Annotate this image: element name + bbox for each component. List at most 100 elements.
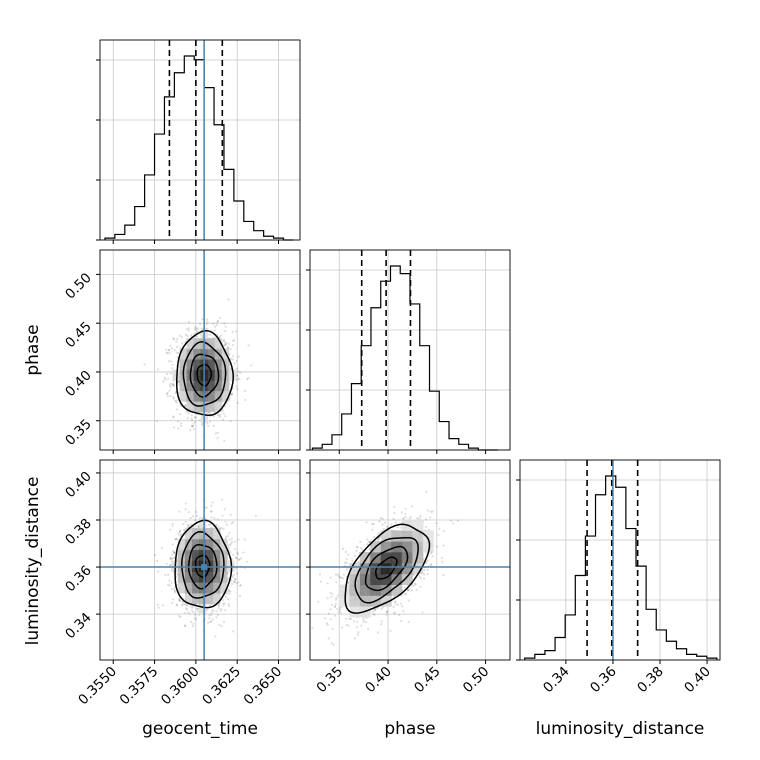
density-cell — [220, 582, 228, 594]
sample-point — [187, 329, 190, 332]
density-cell — [207, 348, 216, 360]
sample-point — [404, 516, 408, 519]
scatter-frame-phase-luminosity_distance — [309, 459, 511, 661]
sample-point — [217, 607, 220, 610]
sample-point — [171, 543, 174, 546]
sample-point — [380, 607, 384, 610]
contour-2 — [354, 536, 419, 604]
density-cell — [391, 562, 403, 575]
sample-point — [212, 610, 215, 613]
sample-point — [227, 577, 230, 580]
sample-point — [356, 546, 359, 549]
x-tick-label: 0.3600 — [158, 664, 203, 709]
sample-point — [210, 516, 213, 519]
sample-point — [236, 377, 240, 380]
sample-point — [181, 600, 184, 603]
density-cell — [184, 528, 193, 540]
sample-point — [371, 610, 375, 613]
sample-point — [412, 573, 416, 577]
sample-point — [332, 643, 335, 646]
sample-point — [232, 553, 235, 556]
sample-point — [184, 404, 187, 407]
sample-point — [216, 613, 220, 617]
sample-point — [171, 522, 174, 525]
sample-point — [427, 528, 430, 531]
sample-point — [244, 398, 247, 401]
histogram-panel-geocent_time — [96, 39, 301, 244]
sample-point — [176, 352, 180, 355]
sample-point — [402, 610, 405, 613]
sample-point — [182, 528, 185, 531]
sample-point — [210, 611, 213, 614]
sample-point — [228, 396, 231, 399]
sample-point — [207, 523, 211, 526]
sample-point — [214, 635, 217, 638]
sample-point — [196, 607, 199, 610]
sample-point — [184, 508, 187, 511]
sample-point — [318, 573, 322, 576]
panels: 0.34 0.36 0.38 0.400.350.400.450.500.35500.… — [62, 39, 721, 709]
sample-point — [218, 623, 221, 626]
sample-point — [191, 419, 194, 422]
sample-point — [362, 620, 365, 623]
sample-point — [234, 577, 237, 580]
sample-point — [168, 584, 171, 587]
sample-point — [165, 372, 169, 376]
sample-point — [236, 401, 239, 404]
density-cell — [186, 338, 195, 350]
density-cell — [207, 401, 216, 413]
panel-content — [143, 250, 253, 450]
sample-point — [236, 388, 239, 391]
sample-point — [233, 540, 237, 543]
sample-point — [228, 544, 232, 547]
y-tick-label: 0.40 — [62, 468, 95, 501]
sample-point — [400, 511, 403, 514]
sample-point — [215, 523, 218, 526]
sample-point — [190, 609, 194, 612]
density-cell — [380, 573, 392, 585]
sample-point — [222, 412, 225, 415]
density-cell — [213, 571, 221, 583]
sample-point — [327, 612, 330, 615]
sample-point — [331, 593, 334, 596]
sample-point — [172, 598, 175, 601]
sample-point — [194, 328, 197, 331]
sample-point — [419, 585, 422, 588]
sample-point — [327, 637, 330, 640]
density-cell — [401, 530, 413, 542]
sample-point — [423, 568, 426, 572]
sample-point — [373, 613, 376, 616]
sample-point — [205, 506, 208, 509]
density-cell — [221, 348, 230, 360]
sample-point — [247, 376, 250, 380]
sample-point — [177, 533, 180, 536]
sample-point — [239, 583, 242, 587]
sample-point — [229, 357, 232, 360]
sample-point — [418, 574, 421, 578]
sample-point — [326, 582, 329, 585]
sample-point — [426, 559, 430, 562]
sample-point — [192, 428, 196, 431]
sample-point — [424, 518, 428, 521]
x-axis-label-geocent-time: geocent_time — [142, 719, 258, 739]
density-cell — [359, 562, 371, 575]
sample-point — [170, 360, 173, 363]
sample-point — [156, 603, 159, 606]
sample-point — [238, 584, 242, 587]
sample-point — [169, 385, 172, 389]
density-cell — [380, 541, 392, 553]
x-tick-label: 0.50 — [460, 664, 493, 697]
sample-point — [162, 380, 165, 383]
sample-point — [438, 527, 441, 530]
sample-point — [393, 506, 396, 509]
y-tick-label: 0.38 — [62, 516, 95, 549]
sample-point — [205, 318, 209, 321]
scatter-panel-geocent_time-phase: 0.35 0.40 0.45 0.50 — [62, 249, 301, 454]
sample-point — [442, 529, 445, 533]
sample-point — [419, 576, 423, 580]
sample-point — [179, 533, 182, 536]
sample-point — [157, 606, 160, 609]
sample-point — [231, 339, 235, 343]
sample-point — [408, 517, 411, 520]
sample-point — [329, 618, 333, 621]
